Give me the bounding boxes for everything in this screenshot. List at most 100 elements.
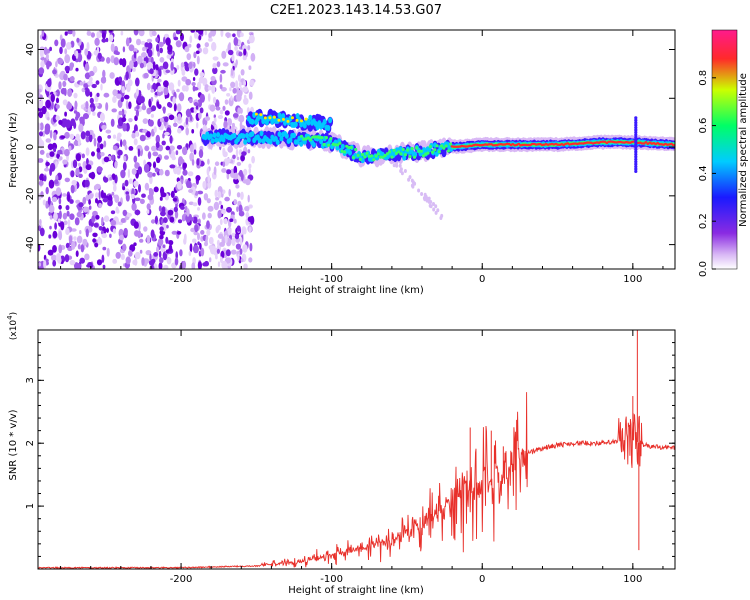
signal-cell xyxy=(246,137,251,143)
noise-blob xyxy=(220,204,224,210)
noise-blob xyxy=(105,228,110,233)
noise-blob xyxy=(135,77,140,87)
noise-blob xyxy=(87,106,92,116)
noise-blob xyxy=(220,30,224,38)
streak-cell xyxy=(634,165,638,169)
signal-cell xyxy=(324,136,328,140)
noise-blob xyxy=(109,72,115,79)
noise-blob xyxy=(212,67,218,75)
noise-blob xyxy=(165,145,171,151)
noise-blob xyxy=(128,250,133,257)
snr-multiplier: (x104) xyxy=(6,312,19,340)
noise-blob xyxy=(73,236,77,241)
noise-blob xyxy=(173,116,177,123)
noise-blob xyxy=(199,72,205,78)
noise-blob xyxy=(62,193,67,197)
noise-blob xyxy=(45,99,51,109)
noise-blob xyxy=(53,132,57,141)
noise-blob xyxy=(109,34,114,42)
streak-cell xyxy=(634,150,638,154)
noise-blob xyxy=(176,64,180,71)
noise-blob xyxy=(182,260,187,269)
noise-blob xyxy=(207,174,211,184)
noise-blob xyxy=(97,135,102,143)
tail-blob xyxy=(403,169,407,173)
noise-blob xyxy=(215,196,220,201)
noise-blob xyxy=(222,62,229,67)
noise-blob xyxy=(239,248,243,255)
noise-blob xyxy=(106,247,110,257)
noise-blob xyxy=(200,247,205,257)
noise-blob xyxy=(127,168,131,179)
noise-blob xyxy=(121,117,127,123)
noise-blob xyxy=(120,139,123,148)
noise-blob xyxy=(175,251,178,260)
noise-blob xyxy=(102,264,106,269)
noise-blob xyxy=(151,145,157,152)
noise-blob xyxy=(157,237,164,247)
noise-blob xyxy=(214,99,220,108)
noise-blob xyxy=(197,218,201,225)
noise-blob xyxy=(64,131,70,139)
noise-blob xyxy=(150,219,156,224)
signal-cell xyxy=(254,112,258,116)
noise-blob xyxy=(159,168,164,176)
noise-blob xyxy=(146,107,152,115)
streak-cell xyxy=(634,123,638,127)
noise-blob xyxy=(118,76,123,82)
noise-blob xyxy=(227,49,234,56)
noise-blob xyxy=(45,53,49,61)
noise-blob xyxy=(120,169,126,179)
noise-blob xyxy=(66,210,70,217)
noise-blob xyxy=(75,250,79,257)
noise-blob xyxy=(144,42,149,48)
signal-cell xyxy=(292,132,296,139)
tail-blob xyxy=(436,208,440,213)
noise-blob xyxy=(173,36,179,41)
noise-blob xyxy=(111,154,115,162)
noise-blob xyxy=(122,186,126,191)
noise-blob xyxy=(121,58,127,68)
noise-blob xyxy=(155,64,159,71)
noise-blob xyxy=(219,218,223,226)
noise-blob xyxy=(50,93,55,103)
noise-blob xyxy=(111,173,116,180)
noise-blob xyxy=(93,137,97,147)
noise-blob xyxy=(236,206,239,213)
noise-blob xyxy=(175,150,179,156)
noise-blob xyxy=(147,194,154,201)
noise-blob xyxy=(85,147,90,156)
noise-blob xyxy=(51,196,58,202)
noise-blob xyxy=(89,91,93,98)
noise-blob xyxy=(229,87,232,92)
noise-blob xyxy=(230,81,236,89)
noise-blob xyxy=(109,233,112,238)
signal-cell xyxy=(351,156,356,160)
noise-blob xyxy=(93,222,99,228)
noise-blob xyxy=(45,161,50,167)
noise-blob xyxy=(159,226,164,232)
noise-blob xyxy=(154,215,158,225)
noise-blob xyxy=(162,61,169,70)
noise-blob xyxy=(175,40,182,48)
noise-blob xyxy=(133,138,138,146)
noise-blob xyxy=(38,243,41,252)
noise-blob xyxy=(195,50,200,55)
noise-blob xyxy=(68,235,73,244)
noise-blob xyxy=(187,171,194,177)
noise-blob xyxy=(238,204,243,213)
noise-blob xyxy=(198,34,202,41)
noise-blob xyxy=(162,133,165,139)
noise-blob xyxy=(40,56,45,61)
tail-blob xyxy=(395,163,399,168)
y-tick-label: 0 xyxy=(25,144,36,150)
noise-blob xyxy=(133,180,139,187)
noise-blob xyxy=(231,122,235,128)
signal-cell xyxy=(408,155,412,159)
signal-cell xyxy=(370,154,374,158)
signal-cell xyxy=(348,150,352,156)
noise-blob xyxy=(217,191,222,199)
noise-blob xyxy=(94,103,99,107)
noise-blob xyxy=(242,244,248,253)
